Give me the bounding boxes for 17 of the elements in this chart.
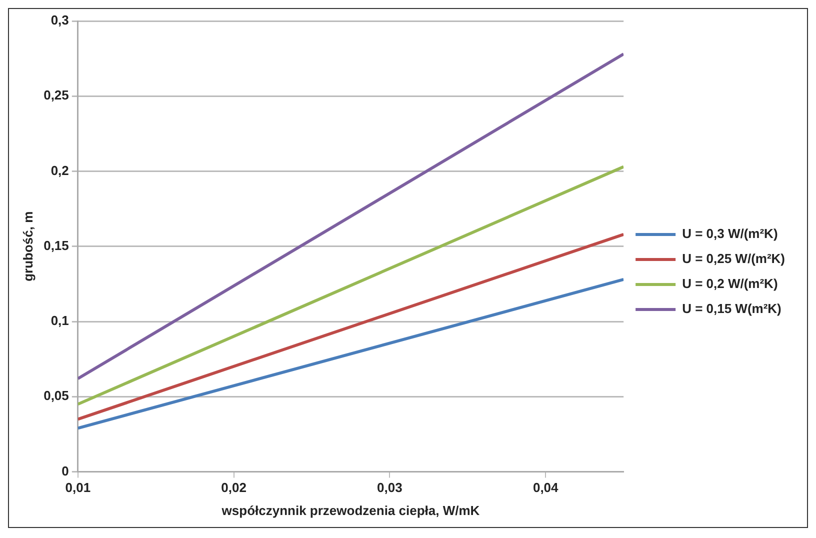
y-tick-label: 0,25: [44, 88, 69, 103]
y-axis-title: grubość, m: [20, 211, 36, 282]
legend-label: U = 0,15 W(m²K): [682, 301, 782, 316]
y-tick-label: 0,2: [50, 162, 69, 178]
y-tick-label: 0,3: [50, 12, 69, 28]
x-tick-label: 0,02: [221, 480, 246, 496]
x-axis-title: współczynnik przewodzenia ciepła, W/mK: [220, 502, 480, 518]
y-tick-label: 0,1: [50, 313, 69, 328]
x-tick-label: 0,03: [377, 480, 402, 496]
y-tick-label: 0,05: [44, 388, 69, 404]
y-tick-label: 0: [62, 463, 69, 478]
y-tick-label: 0,15: [44, 238, 69, 253]
x-tick-label: 0,01: [65, 480, 91, 496]
x-tick-label: 0,04: [532, 480, 560, 496]
legend-label: U = 0,25 W/(m²K): [682, 251, 786, 266]
legend-label: U = 0,2 W/(m²K): [682, 276, 778, 292]
legend-label: U = 0,3 W/(m²K): [682, 226, 778, 242]
